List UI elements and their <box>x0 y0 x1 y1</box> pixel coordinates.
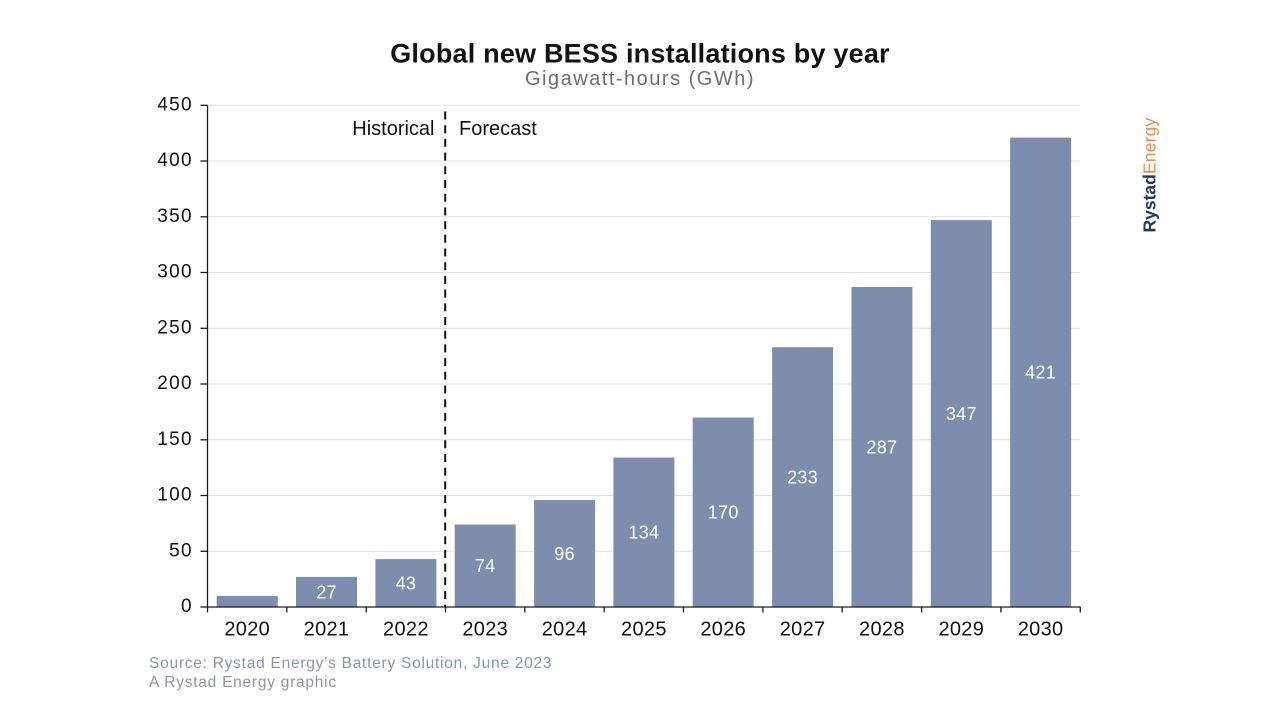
svg-text:Gigawatt-hours (GWh): Gigawatt-hours (GWh) <box>525 68 755 90</box>
svg-text:400: 400 <box>157 150 193 171</box>
svg-text:A Rystad Energy graphic: A Rystad Energy graphic <box>149 674 337 691</box>
svg-text:2024: 2024 <box>542 619 588 641</box>
svg-text:421: 421 <box>1025 363 1056 383</box>
svg-text:170: 170 <box>708 503 739 523</box>
svg-text:0: 0 <box>181 596 193 617</box>
svg-text:2023: 2023 <box>462 619 508 641</box>
svg-text:RystadEnergy: RystadEnergy <box>1140 117 1160 232</box>
svg-text:27: 27 <box>316 582 337 602</box>
svg-text:2020: 2020 <box>224 619 270 641</box>
svg-text:50: 50 <box>169 541 193 562</box>
svg-text:2030: 2030 <box>1018 619 1064 641</box>
svg-text:100: 100 <box>157 485 193 506</box>
svg-text:150: 150 <box>157 429 193 450</box>
svg-text:74: 74 <box>475 556 496 576</box>
svg-text:2025: 2025 <box>621 619 667 641</box>
svg-text:96: 96 <box>554 544 575 564</box>
svg-text:450: 450 <box>157 95 193 116</box>
svg-text:350: 350 <box>157 206 193 227</box>
svg-text:347: 347 <box>946 404 977 424</box>
svg-text:250: 250 <box>157 318 193 339</box>
svg-text:200: 200 <box>157 373 193 394</box>
svg-text:2029: 2029 <box>938 619 984 641</box>
svg-text:287: 287 <box>866 437 897 457</box>
svg-text:2022: 2022 <box>383 619 429 641</box>
svg-text:2021: 2021 <box>304 619 350 641</box>
svg-text:300: 300 <box>157 262 193 283</box>
svg-text:134: 134 <box>628 523 659 543</box>
svg-text:Forecast: Forecast <box>459 118 537 140</box>
svg-text:Global new BESS installations: Global new BESS installations by year <box>390 38 890 68</box>
svg-text:2028: 2028 <box>859 619 905 641</box>
svg-text:Source: Rystad Energy’s Batter: Source: Rystad Energy’s Battery Solution… <box>149 655 552 672</box>
svg-text:43: 43 <box>396 574 417 594</box>
svg-text:Historical: Historical <box>352 118 434 140</box>
svg-text:2026: 2026 <box>700 619 746 641</box>
svg-text:2027: 2027 <box>780 619 826 641</box>
svg-text:233: 233 <box>787 468 818 488</box>
